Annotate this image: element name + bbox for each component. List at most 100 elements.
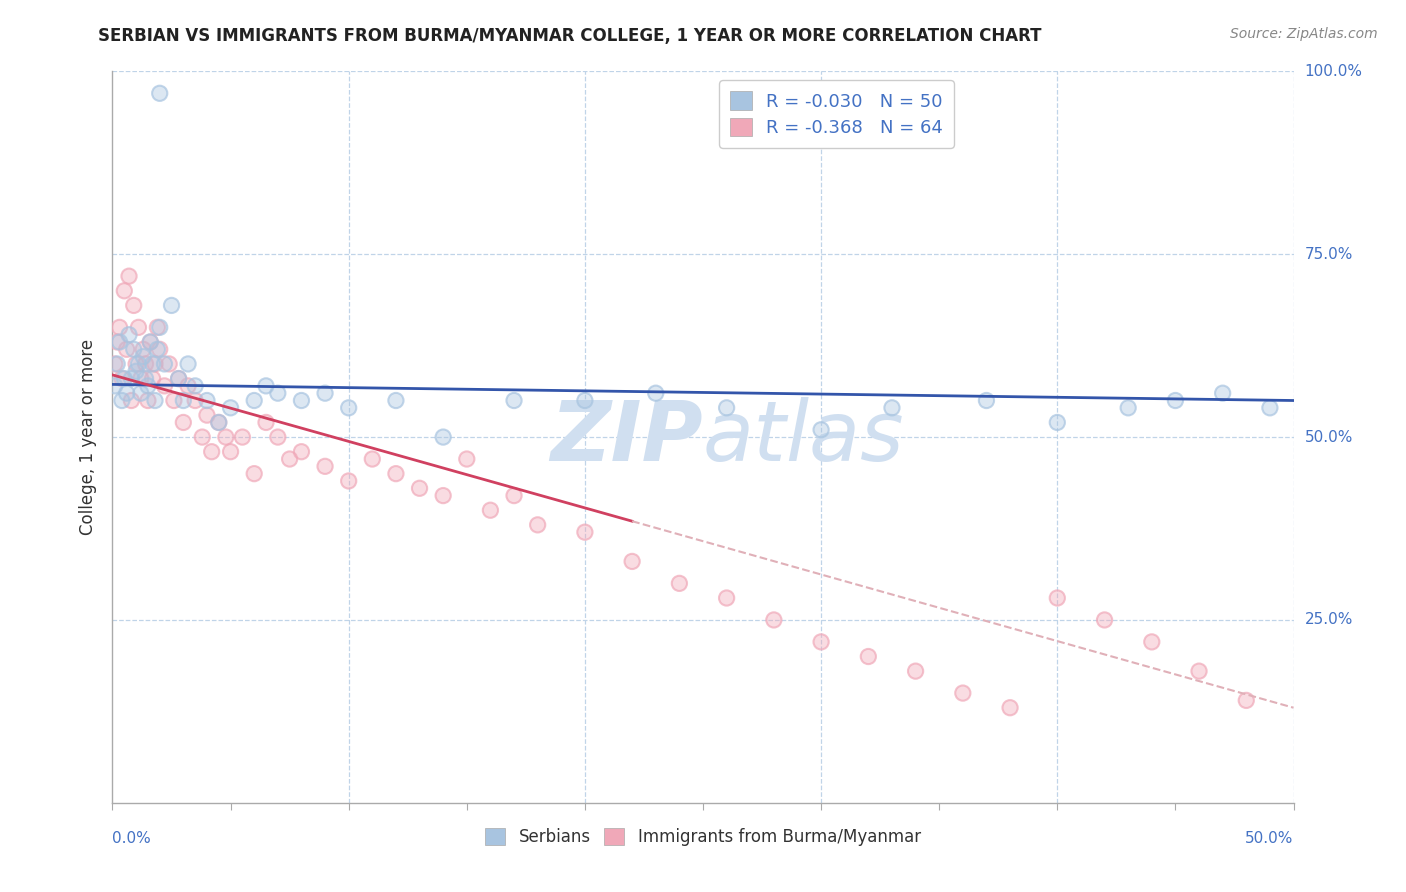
Point	[1116, 401, 1139, 415]
Point	[716, 401, 738, 415]
Point	[146, 320, 169, 334]
Point	[111, 393, 134, 408]
Point	[219, 444, 242, 458]
Point	[115, 386, 138, 401]
Point	[104, 357, 127, 371]
Point	[361, 452, 384, 467]
Point	[105, 357, 128, 371]
Point	[142, 371, 165, 385]
Point	[1234, 693, 1257, 707]
Point	[167, 371, 190, 385]
Point	[122, 298, 145, 312]
Point	[1140, 635, 1163, 649]
Point	[668, 576, 690, 591]
Point	[163, 393, 186, 408]
Point	[1046, 591, 1069, 605]
Point	[267, 430, 290, 444]
Text: Source: ZipAtlas.com: Source: ZipAtlas.com	[1230, 27, 1378, 41]
Point	[456, 452, 478, 467]
Point	[314, 386, 336, 401]
Point	[219, 401, 242, 415]
Point	[129, 371, 152, 385]
Point	[167, 371, 190, 385]
Point	[385, 393, 408, 408]
Point	[290, 444, 312, 458]
Point	[716, 401, 738, 415]
Point	[142, 357, 165, 371]
Point	[278, 452, 301, 467]
Text: 25.0%: 25.0%	[1305, 613, 1353, 627]
Point	[112, 371, 135, 385]
Point	[337, 401, 360, 415]
Point	[104, 379, 127, 393]
Point	[160, 298, 183, 312]
Point	[1258, 401, 1281, 415]
Point	[125, 357, 148, 371]
Point	[1046, 591, 1069, 605]
Point	[127, 320, 149, 334]
Point	[361, 452, 384, 467]
Point	[111, 371, 134, 385]
Point	[503, 393, 526, 408]
Point	[125, 364, 148, 378]
Point	[952, 686, 974, 700]
Point	[1094, 613, 1116, 627]
Point	[184, 379, 207, 393]
Point	[314, 459, 336, 474]
Point	[153, 379, 176, 393]
Point	[115, 343, 138, 357]
Point	[105, 334, 128, 349]
Point	[122, 298, 145, 312]
Point	[136, 379, 159, 393]
Point	[149, 343, 172, 357]
Point	[479, 503, 502, 517]
Point	[149, 320, 172, 334]
Point	[810, 635, 832, 649]
Point	[136, 393, 159, 408]
Point	[104, 357, 127, 371]
Point	[880, 401, 903, 415]
Point	[1046, 416, 1069, 430]
Point	[432, 489, 454, 503]
Point	[153, 357, 176, 371]
Point	[1164, 393, 1187, 408]
Point	[149, 320, 172, 334]
Point	[810, 635, 832, 649]
Point	[122, 343, 145, 357]
Point	[716, 591, 738, 605]
Text: 50.0%: 50.0%	[1305, 430, 1353, 444]
Point	[385, 393, 408, 408]
Point	[149, 87, 172, 101]
Point	[118, 269, 141, 284]
Point	[112, 284, 135, 298]
Point	[111, 393, 134, 408]
Point	[503, 489, 526, 503]
Point	[172, 393, 194, 408]
Point	[125, 357, 148, 371]
Point	[118, 327, 141, 342]
Point	[810, 423, 832, 437]
Point	[503, 393, 526, 408]
Point	[167, 371, 190, 385]
Point	[120, 371, 142, 385]
Point	[762, 613, 785, 627]
Point	[201, 444, 224, 458]
Point	[254, 416, 277, 430]
Point	[716, 591, 738, 605]
Point	[143, 357, 166, 371]
Point	[243, 467, 266, 481]
Point	[254, 379, 277, 393]
Point	[195, 408, 218, 422]
Point	[219, 401, 242, 415]
Point	[142, 371, 165, 385]
Point	[132, 343, 155, 357]
Point	[127, 357, 149, 371]
Point	[408, 481, 430, 495]
Point	[143, 393, 166, 408]
Point	[132, 343, 155, 357]
Point	[136, 393, 159, 408]
Point	[254, 379, 277, 393]
Point	[143, 357, 166, 371]
Point	[112, 371, 135, 385]
Point	[762, 613, 785, 627]
